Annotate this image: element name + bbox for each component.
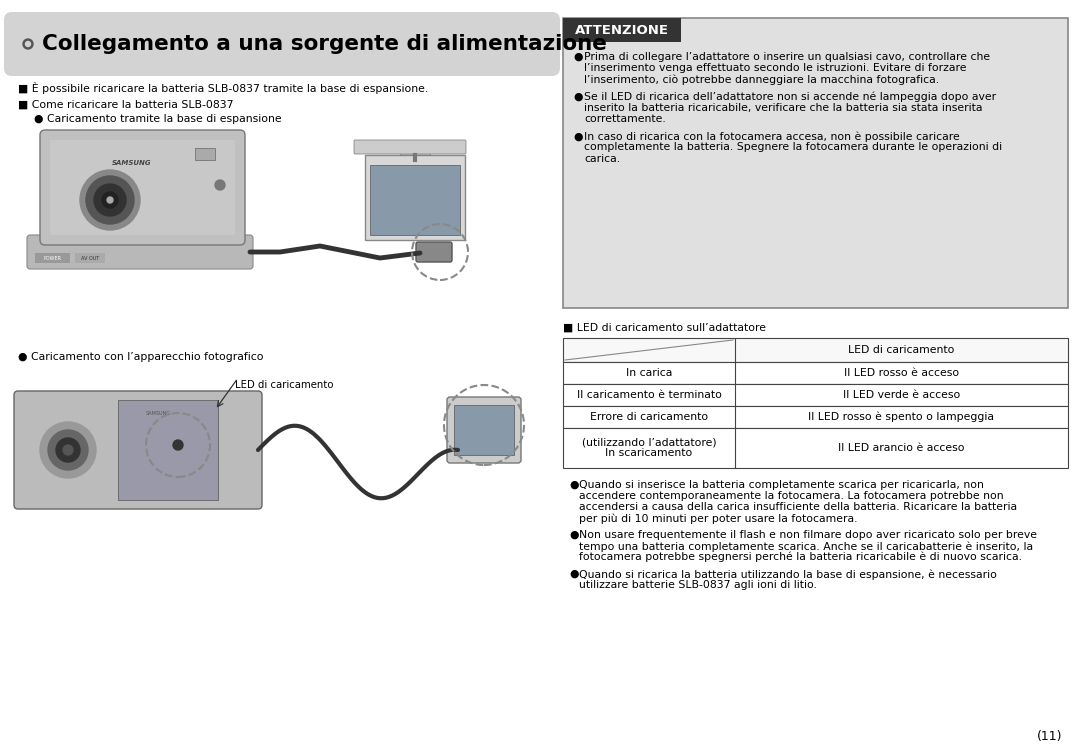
FancyBboxPatch shape [14, 391, 262, 509]
Text: SAMSUNG: SAMSUNG [146, 411, 171, 416]
Text: ATTENZIONE: ATTENZIONE [575, 24, 669, 37]
Text: per più di 10 minuti per poter usare la fotocamera.: per più di 10 minuti per poter usare la … [579, 513, 858, 524]
Bar [563, 406, 1068, 428]
Text: LED di caricamento: LED di caricamento [848, 345, 955, 355]
FancyBboxPatch shape [40, 130, 245, 245]
Text: Prima di collegare l’adattatore o inserire un qualsiasi cavo, controllare che: Prima di collegare l’adattatore o inseri… [584, 52, 990, 62]
Text: Il LED rosso è spento o lampeggia: Il LED rosso è spento o lampeggia [809, 412, 995, 422]
FancyBboxPatch shape [354, 140, 465, 154]
Bar [563, 384, 1068, 406]
Text: ●: ● [569, 480, 579, 490]
Text: accendersi a causa della carica insufficiente della batteria. Ricaricare la batt: accendersi a causa della carica insuffic… [579, 502, 1017, 512]
Circle shape [80, 170, 140, 230]
Text: correttamente.: correttamente. [584, 114, 665, 124]
Circle shape [86, 176, 134, 224]
Text: Il LED rosso è acceso: Il LED rosso è acceso [843, 368, 959, 378]
Bar [75, 253, 105, 263]
Bar [563, 18, 681, 42]
Circle shape [23, 39, 33, 49]
Circle shape [56, 438, 80, 462]
Text: Errore di caricamento: Errore di caricamento [590, 412, 708, 422]
Text: l’inserimento, ciò potrebbe danneggiare la macchina fotografica.: l’inserimento, ciò potrebbe danneggiare … [584, 75, 940, 85]
Bar [563, 362, 1068, 384]
Bar [563, 18, 1068, 308]
Text: l’inserimento venga effettuato secondo le istruzioni. Evitare di forzare: l’inserimento venga effettuato secondo l… [584, 63, 967, 73]
Text: ●: ● [573, 131, 582, 141]
Text: Quando si inserisce la batteria completamente scarica per ricaricarla, non: Quando si inserisce la batteria completa… [579, 480, 984, 490]
Text: SAMSUNG: SAMSUNG [112, 160, 152, 166]
Text: fotocamera potrebbe spegnersi perché la batteria ricaricabile è di nuovo scarica: fotocamera potrebbe spegnersi perché la … [579, 552, 1022, 562]
Text: Il caricamento è terminato: Il caricamento è terminato [577, 390, 721, 400]
Bar [195, 148, 215, 160]
Bar [563, 338, 1068, 362]
Text: inserito la batteria ricaricabile, verificare che la batteria sia stata inserita: inserito la batteria ricaricabile, verif… [584, 103, 983, 113]
Circle shape [63, 445, 73, 455]
Bar [35, 253, 70, 263]
Text: (utilizzando l’adattatore): (utilizzando l’adattatore) [582, 437, 716, 448]
Text: POWER: POWER [44, 255, 62, 260]
Bar [118, 400, 218, 500]
FancyBboxPatch shape [4, 12, 561, 76]
Circle shape [94, 184, 126, 216]
Text: LED di caricamento: LED di caricamento [235, 380, 334, 390]
Text: Collegamento a una sorgente di alimentazione: Collegamento a una sorgente di alimentaz… [42, 34, 607, 54]
Circle shape [107, 197, 113, 203]
Circle shape [173, 440, 183, 450]
Bar [454, 405, 514, 455]
Circle shape [26, 42, 30, 46]
Text: accendere contemporaneamente la fotocamera. La fotocamera potrebbe non: accendere contemporaneamente la fotocame… [579, 491, 1003, 501]
Text: ●: ● [569, 569, 579, 579]
Circle shape [40, 422, 96, 478]
Circle shape [48, 430, 87, 470]
FancyBboxPatch shape [451, 442, 485, 462]
FancyBboxPatch shape [365, 155, 465, 240]
Bar [400, 147, 430, 155]
Text: ■ È possibile ricaricare la batteria SLB-0837 tramite la base di espansione.: ■ È possibile ricaricare la batteria SLB… [18, 82, 429, 94]
Circle shape [215, 180, 225, 190]
Text: Il LED arancio è acceso: Il LED arancio è acceso [838, 443, 964, 453]
FancyBboxPatch shape [27, 235, 253, 269]
Text: Se il LED di ricarica dell’adattatore non si accende né lampeggia dopo aver: Se il LED di ricarica dell’adattatore no… [584, 92, 996, 102]
Text: In caso di ricarica con la fotocamera accesa, non è possibile caricare: In caso di ricarica con la fotocamera ac… [584, 131, 960, 142]
Text: ● Caricamento con l’apparecchio fotografico: ● Caricamento con l’apparecchio fotograf… [18, 352, 264, 362]
Text: ●: ● [573, 92, 582, 101]
Text: ■ Come ricaricare la batteria SLB-0837: ■ Come ricaricare la batteria SLB-0837 [18, 100, 233, 110]
Bar [50, 140, 235, 235]
Circle shape [102, 192, 118, 208]
Text: completamente la batteria. Spegnere la fotocamera durante le operazioni di: completamente la batteria. Spegnere la f… [584, 142, 1002, 152]
Text: In carica: In carica [625, 368, 672, 378]
Text: (11): (11) [1037, 730, 1062, 743]
Text: ●: ● [569, 530, 579, 540]
Text: Il LED verde è acceso: Il LED verde è acceso [842, 390, 960, 400]
FancyBboxPatch shape [447, 397, 521, 463]
Text: tempo una batteria completamente scarica. Anche se il caricabatterie è inserito,: tempo una batteria completamente scarica… [579, 541, 1034, 551]
Text: utilizzare batterie SLB-0837 agli ioni di litio.: utilizzare batterie SLB-0837 agli ioni d… [579, 580, 816, 590]
Text: Non usare frequentemente il flash e non filmare dopo aver ricaricato solo per br: Non usare frequentemente il flash e non … [579, 530, 1037, 540]
Bar [563, 428, 1068, 468]
Text: carica.: carica. [584, 154, 620, 163]
Text: Quando si ricarica la batteria utilizzando la base di espansione, è necessario: Quando si ricarica la batteria utilizzan… [579, 569, 997, 580]
Text: ■ LED di caricamento sull’adattatore: ■ LED di caricamento sull’adattatore [563, 323, 766, 333]
Text: In scaricamento: In scaricamento [606, 448, 692, 459]
FancyBboxPatch shape [416, 242, 453, 262]
Bar [370, 165, 460, 235]
Text: AV OUT: AV OUT [81, 255, 99, 260]
Text: ● Caricamento tramite la base di espansione: ● Caricamento tramite la base di espansi… [33, 114, 282, 124]
Text: ●: ● [573, 52, 582, 62]
